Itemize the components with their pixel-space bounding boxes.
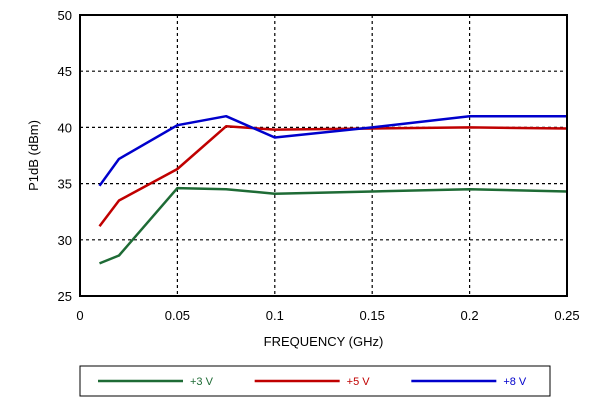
y-tick-label: 50	[58, 8, 72, 23]
x-tick-labels: 0 0.05 0.1 0.15 0.2 0.25	[76, 308, 579, 323]
y-tick-label: 40	[58, 120, 72, 135]
grid	[80, 15, 567, 296]
series-line	[98, 114, 567, 187]
y-tick-label: 35	[58, 177, 72, 192]
x-tick-label: 0.2	[461, 308, 479, 323]
y-tick-labels: 25 30 35 40 45 50	[58, 8, 72, 304]
y-tick-label: 30	[58, 233, 72, 248]
series-line	[99, 186, 568, 265]
legend-label: +8 V	[503, 376, 527, 388]
y-tick-label: 45	[58, 64, 72, 79]
x-tick-label: 0.25	[554, 308, 579, 323]
x-tick-label: 0.15	[360, 308, 385, 323]
plot-frame	[79, 14, 568, 297]
legend-label: +3 V	[190, 376, 214, 388]
legend: +3 V +5 V +8 V	[79, 365, 551, 397]
x-tick-label: 0	[76, 308, 83, 323]
y-axis-label: P1dB (dBm)	[26, 120, 41, 191]
series-lines	[98, 114, 568, 265]
y-tick-label: 25	[58, 289, 72, 304]
x-axis-label: FREQUENCY (GHz)	[264, 334, 384, 349]
series-line	[98, 125, 568, 228]
x-tick-label: 0.1	[266, 308, 284, 323]
x-tick-label: 0.05	[165, 308, 190, 323]
legend-label: +5 V	[347, 376, 371, 388]
